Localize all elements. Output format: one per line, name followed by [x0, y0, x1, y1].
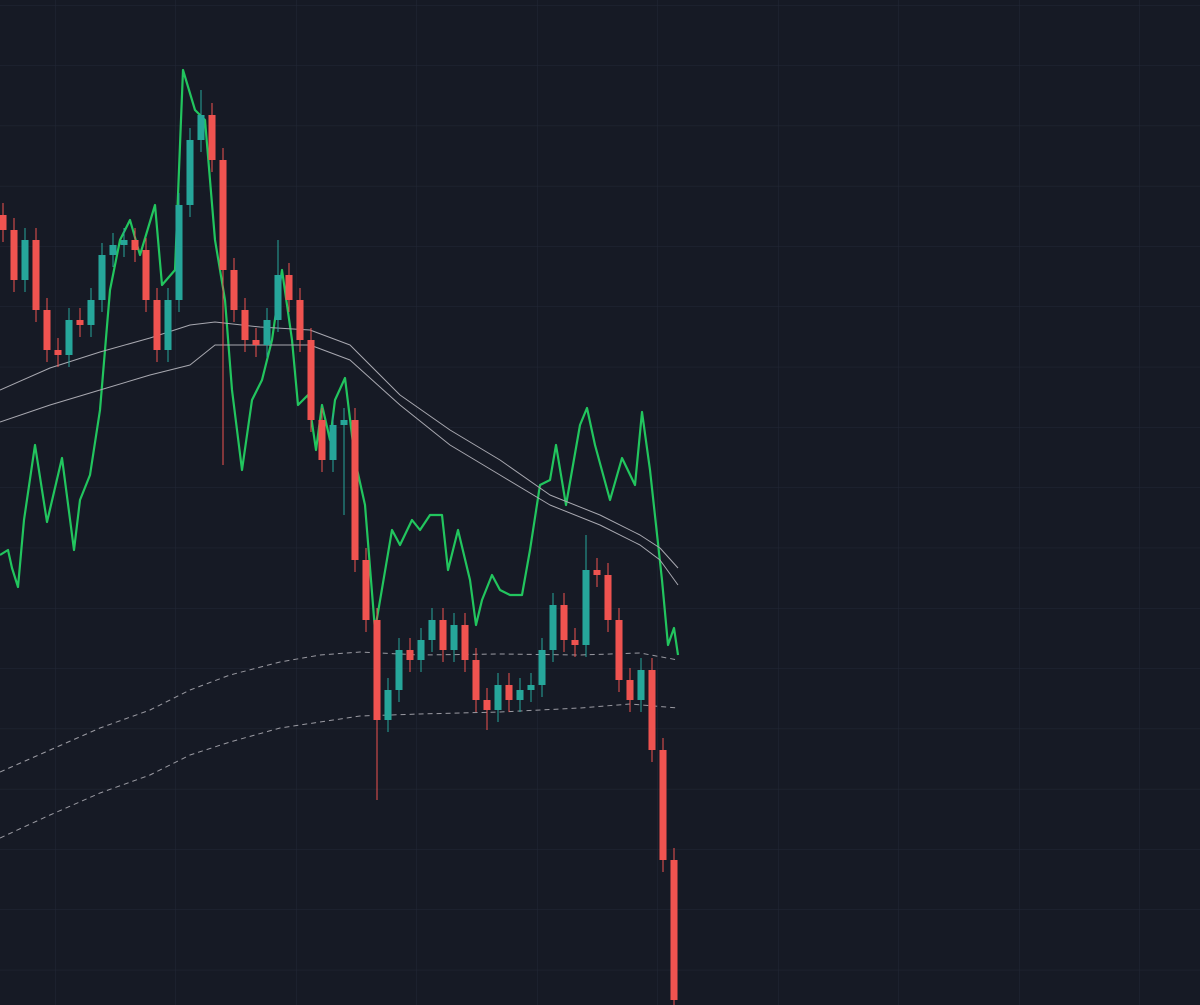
candle-body	[428, 620, 436, 640]
candle-body	[648, 670, 656, 750]
candle-body	[120, 240, 128, 245]
candle-body	[626, 680, 634, 700]
indicator-lines	[0, 68, 680, 839]
candle-body	[54, 350, 62, 355]
candles	[0, 90, 678, 1005]
candle-body	[10, 230, 18, 280]
candle-body	[516, 690, 524, 700]
candle-body	[384, 690, 392, 720]
candle-body	[593, 570, 601, 575]
candle-body	[637, 670, 645, 700]
candle-body	[164, 300, 172, 350]
candle-body	[659, 750, 667, 860]
candle-body	[417, 640, 425, 660]
candle-body	[450, 625, 458, 650]
candle-body	[98, 255, 106, 300]
candle-body	[230, 270, 238, 310]
candle-body	[186, 140, 194, 205]
candle-body	[76, 320, 84, 325]
candle-body	[208, 115, 216, 160]
candle-body	[362, 560, 370, 620]
candle-body	[263, 320, 271, 345]
candle-body	[373, 620, 381, 720]
indicator-line	[0, 68, 680, 656]
candle-body	[340, 420, 348, 425]
candle-body	[571, 640, 579, 645]
candle-body	[197, 115, 205, 140]
candle-body	[560, 605, 568, 640]
candle-body	[175, 205, 183, 300]
candle-body	[439, 620, 447, 650]
candle-body	[395, 650, 403, 690]
candle-body	[0, 215, 7, 230]
candle-body	[604, 575, 612, 620]
candle-body	[615, 620, 623, 680]
candle-body	[527, 685, 535, 690]
candle-body	[65, 320, 73, 355]
candle-body	[582, 570, 590, 645]
candle-body	[406, 650, 414, 660]
candle-body	[329, 425, 337, 460]
candle-body	[219, 160, 227, 270]
band-line	[0, 651, 679, 773]
candle-body	[318, 420, 326, 460]
indicator-line	[0, 321, 679, 569]
candle-body	[549, 605, 557, 650]
candle-body	[43, 310, 51, 350]
candle-body	[131, 240, 139, 250]
candle-body	[241, 310, 249, 340]
candle-body	[494, 685, 502, 710]
candle-body	[505, 685, 513, 700]
candle-body	[21, 240, 29, 280]
candle-body	[87, 300, 95, 325]
candle-body	[472, 660, 480, 700]
candle-body	[32, 240, 40, 310]
candle-body	[538, 650, 546, 685]
candle-body	[351, 420, 359, 560]
candle-body	[109, 245, 117, 255]
candle-body	[252, 340, 260, 345]
candle-body	[483, 700, 491, 710]
candle-body	[670, 860, 678, 1000]
candle-body	[307, 340, 315, 420]
candle-body	[461, 625, 469, 660]
candle-body	[142, 250, 150, 300]
candle-body	[296, 300, 304, 340]
candle-body	[274, 275, 282, 320]
candle-body	[285, 275, 293, 300]
candle-body	[153, 300, 161, 350]
band-line	[0, 703, 679, 839]
indicator-line	[0, 344, 679, 586]
